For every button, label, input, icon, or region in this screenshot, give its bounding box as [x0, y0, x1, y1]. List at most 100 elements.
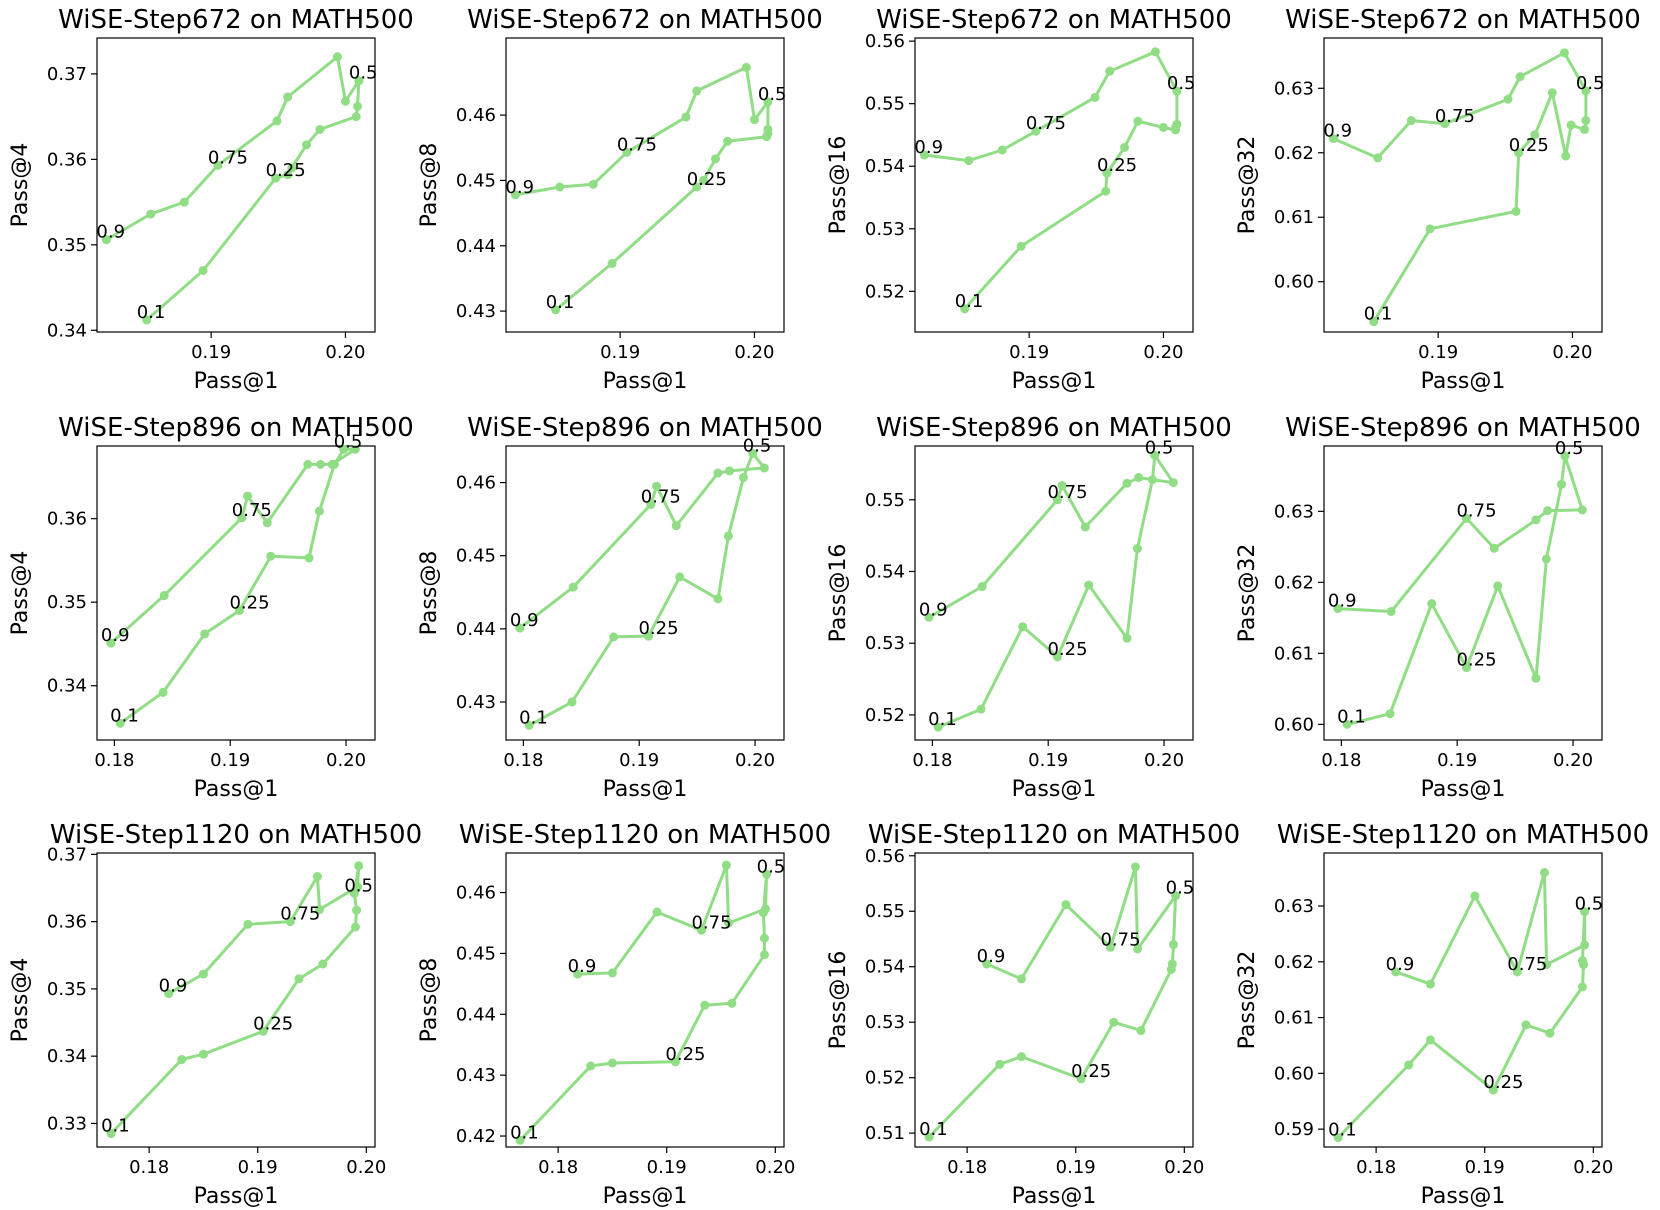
- y-tick-label: 0.55: [865, 94, 905, 115]
- subplot-2: WiSE-Step672 on MATH500 0.19 0.20 0.43 0.44 0…: [417, 5, 823, 394]
- point-annotation: 0.25: [638, 618, 678, 639]
- x-axis-label: Pass@1: [1421, 777, 1506, 802]
- point-annotation: 0.25: [253, 1013, 293, 1034]
- data-point: [1580, 907, 1590, 917]
- y-tick-label: 0.36: [47, 509, 87, 530]
- data-point: [646, 500, 656, 510]
- x-tick-label: 0.19: [1418, 342, 1458, 363]
- point-annotation: 0.9: [1328, 591, 1357, 612]
- point-annotation: 0.5: [1575, 894, 1604, 915]
- x-tick-label: 0.18: [129, 1157, 169, 1178]
- x-tick-label: 0.19: [1465, 1157, 1505, 1178]
- data-point: [164, 989, 174, 999]
- data-point: [759, 950, 769, 960]
- y-tick-label: 0.46: [456, 883, 496, 904]
- y-tick-label: 0.43: [456, 1065, 496, 1086]
- data-point: [1503, 94, 1513, 104]
- point-annotation: 0.5: [1167, 73, 1196, 94]
- data-point: [1018, 622, 1028, 632]
- point-annotation: 0.5: [334, 431, 363, 452]
- data-point: [924, 1132, 934, 1142]
- point-annotation: 0.75: [1435, 106, 1475, 127]
- axes-frame: [505, 37, 785, 333]
- point-annotation: 0.5: [1576, 73, 1605, 94]
- data-point: [982, 959, 992, 969]
- subplot-title: WiSE-Step1120 on MATH500: [50, 820, 422, 850]
- data-point: [671, 521, 681, 531]
- data-point: [1328, 134, 1338, 144]
- x-tick-label: 0.20: [1573, 1157, 1613, 1178]
- data-point: [670, 1057, 680, 1067]
- y-tick-label: 0.53: [865, 219, 905, 240]
- data-point: [1512, 967, 1522, 977]
- y-axis-label: Pass@4: [8, 958, 33, 1043]
- data-point: [692, 86, 702, 96]
- y-axis-label: Pass@32: [1235, 544, 1260, 643]
- point-annotation: 0.1: [1337, 706, 1366, 727]
- data-point: [622, 147, 632, 157]
- data-point: [1541, 554, 1551, 564]
- y-tick-label: 0.37: [47, 844, 87, 865]
- data-point: [1580, 125, 1590, 135]
- y-tick-label: 0.53: [865, 1012, 905, 1033]
- axes-frame: [914, 852, 1194, 1148]
- data-point: [1461, 513, 1471, 523]
- point-annotation: 0.5: [344, 875, 373, 896]
- x-tick-label: 0.20: [1553, 750, 1593, 771]
- data-point: [933, 722, 943, 732]
- data-point: [995, 1059, 1005, 1069]
- data-point: [555, 182, 565, 192]
- data-point: [1052, 495, 1062, 505]
- y-tick-label: 0.54: [865, 156, 905, 177]
- data-point: [304, 553, 314, 563]
- y-tick-label: 0.54: [865, 957, 905, 978]
- point-annotation: 0.1: [137, 302, 166, 323]
- data-point: [713, 468, 723, 478]
- y-tick-label: 0.52: [865, 281, 905, 302]
- y-tick-label: 0.61: [1274, 1008, 1314, 1029]
- y-axis-label: Pass@4: [8, 551, 33, 636]
- y-tick-label: 0.46: [456, 473, 496, 494]
- data-point: [349, 888, 359, 898]
- point-annotation: 0.9: [919, 599, 948, 620]
- data-point: [1136, 1026, 1146, 1036]
- data-point: [1531, 515, 1541, 525]
- y-tick-label: 0.63: [1274, 501, 1314, 522]
- y-tick-label: 0.35: [47, 979, 87, 1000]
- data-point: [1084, 580, 1094, 590]
- point-annotation: 0.1: [110, 705, 139, 726]
- point-annotation: 0.25: [1047, 639, 1087, 660]
- axes-frame: [96, 852, 376, 1148]
- subplot-title: WiSE-Step672 on MATH500: [1285, 5, 1641, 35]
- x-tick-label: 0.20: [1164, 1157, 1204, 1178]
- data-point: [713, 594, 723, 604]
- y-tick-label: 0.33: [47, 1113, 87, 1134]
- data-point: [1016, 1052, 1026, 1062]
- data-point: [643, 631, 653, 641]
- x-axis-label: Pass@1: [194, 777, 279, 802]
- data-point: [1531, 673, 1541, 683]
- data-point: [1101, 186, 1111, 196]
- data-point: [510, 190, 520, 200]
- axes-frame: [96, 445, 376, 741]
- axes-frame: [1323, 37, 1603, 333]
- data-point: [1406, 116, 1416, 126]
- data-point: [1090, 92, 1100, 102]
- y-tick-label: 0.62: [1274, 572, 1314, 593]
- data-point: [1511, 206, 1521, 216]
- axes-frame: [914, 37, 1194, 333]
- data-point: [287, 163, 297, 173]
- x-tick-label: 0.20: [1143, 342, 1183, 363]
- series-line: [1332, 51, 1588, 323]
- y-tick-label: 0.52: [865, 1068, 905, 1089]
- data-point: [1581, 116, 1591, 126]
- x-tick-label: 0.19: [1437, 750, 1477, 771]
- point-annotation: 0.1: [101, 1116, 130, 1137]
- y-tick-label: 0.51: [865, 1123, 905, 1144]
- data-point: [692, 182, 702, 192]
- data-point: [1530, 130, 1540, 140]
- x-axis-label: Pass@1: [1421, 369, 1506, 394]
- series-line: [924, 50, 1179, 310]
- data-point: [1172, 86, 1182, 96]
- subplot-3: WiSE-Step672 on MATH500 0.19 0.20 0.52 0.53 0…: [826, 5, 1232, 394]
